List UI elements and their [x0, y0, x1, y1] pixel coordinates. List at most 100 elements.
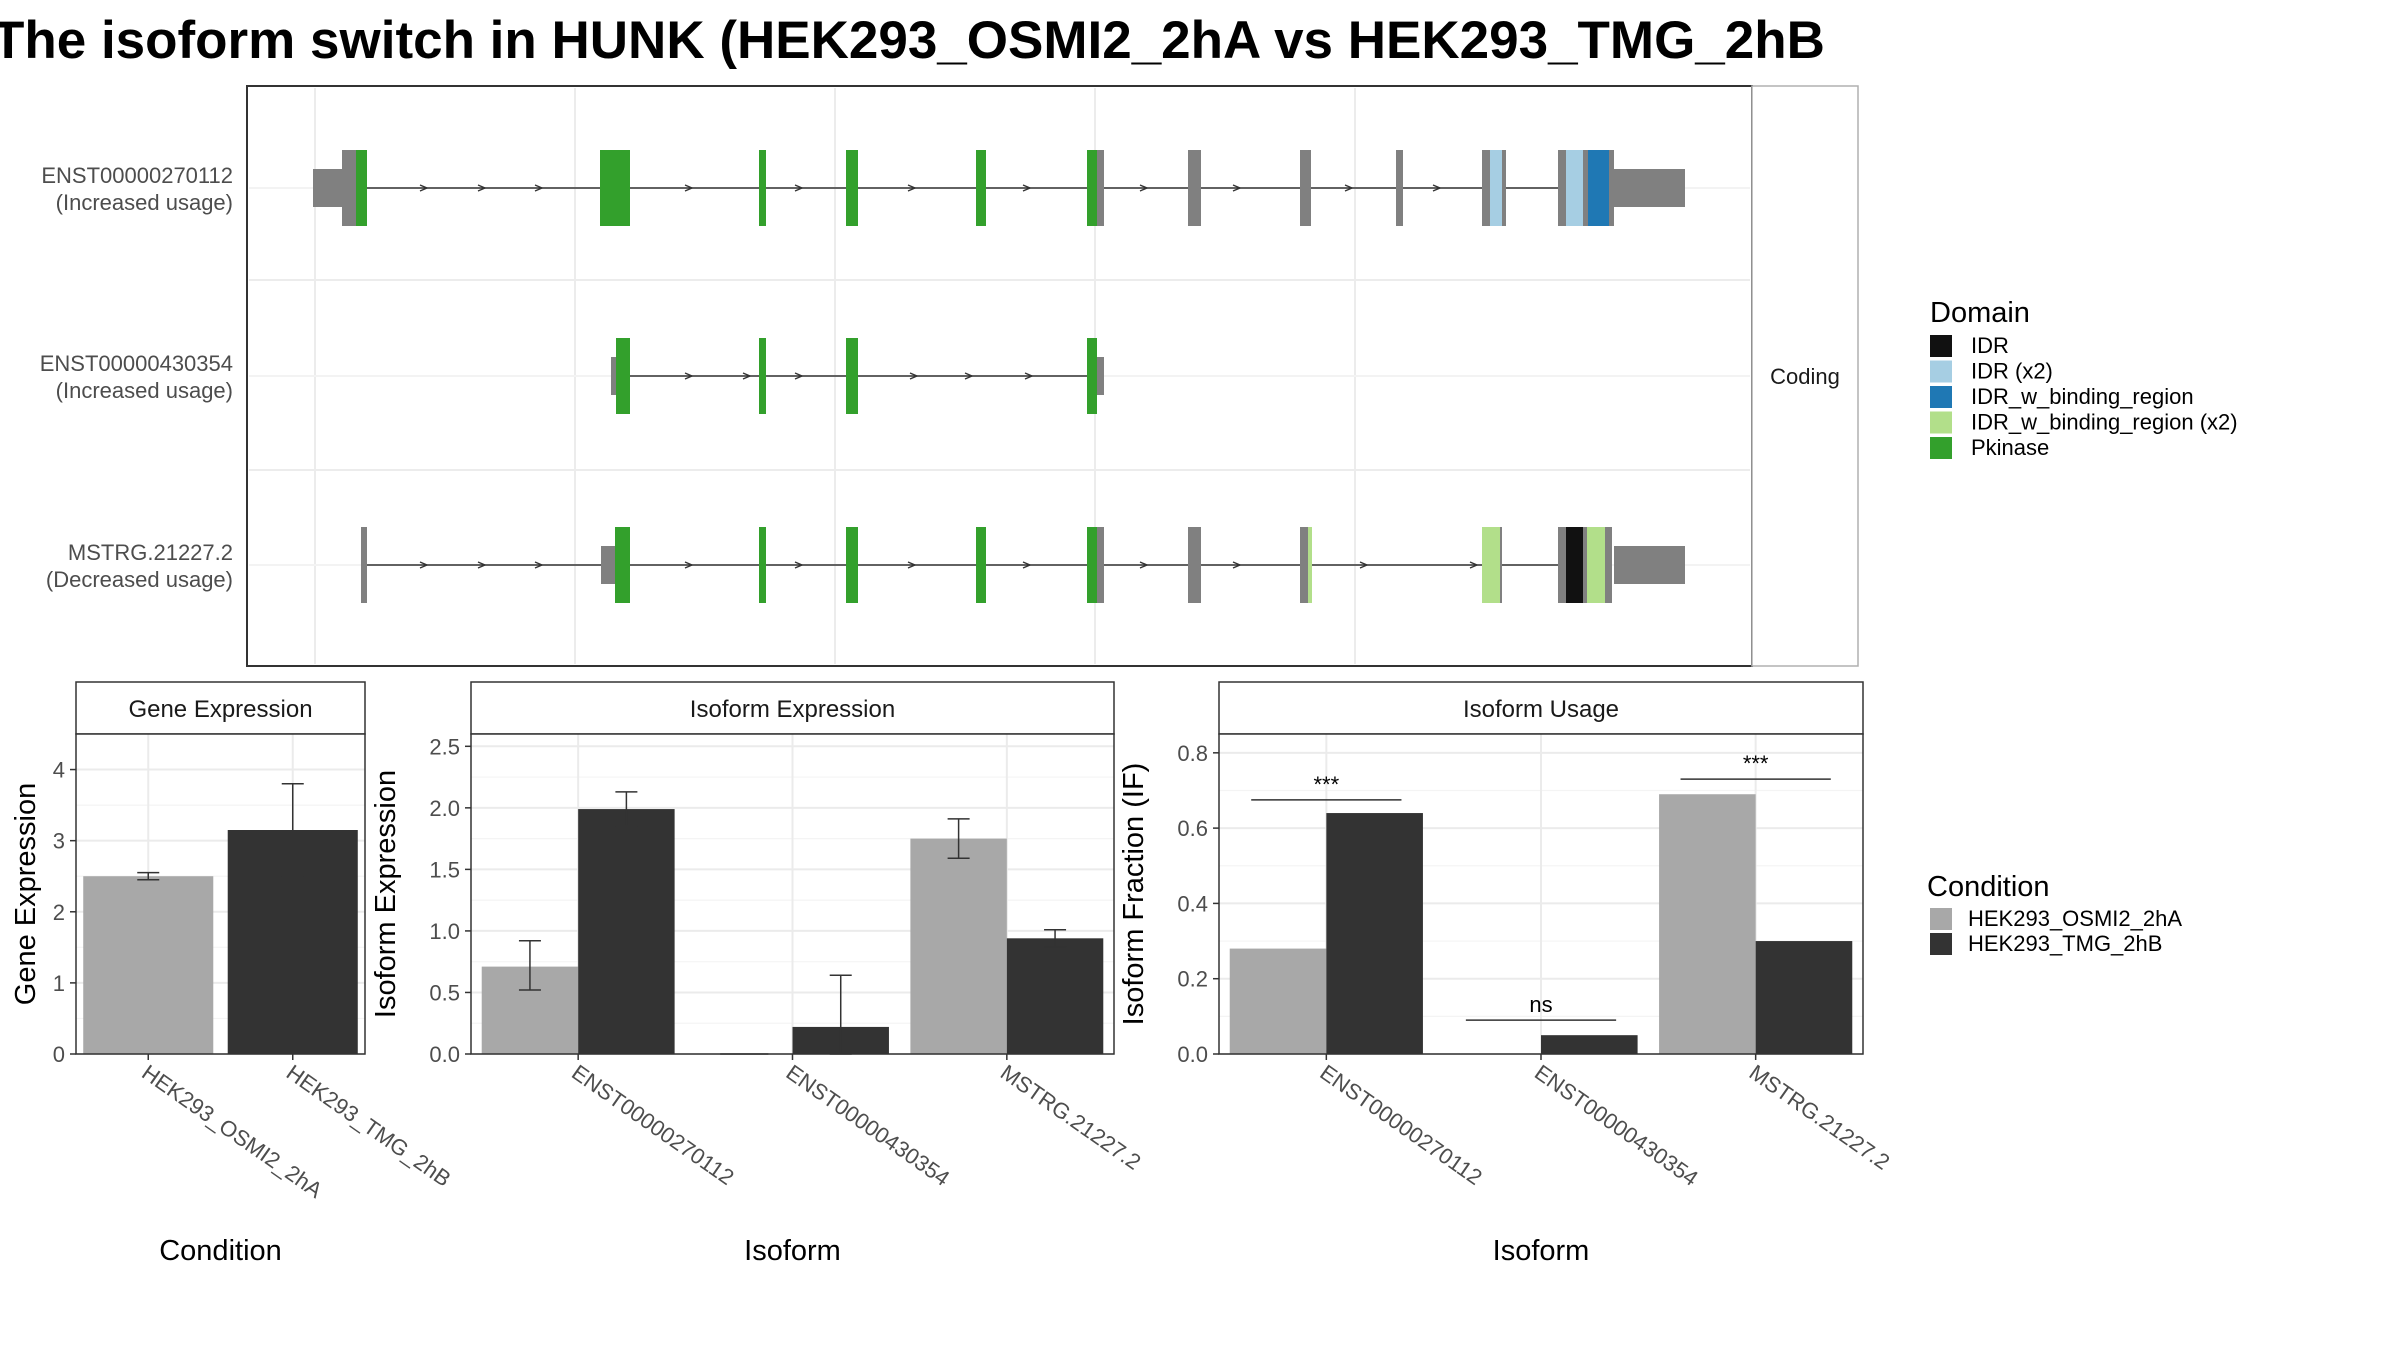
exon-block	[846, 150, 858, 226]
y-tick-label: 2.0	[429, 796, 460, 821]
y-tick-label: 4	[53, 758, 65, 783]
domain-legend-label: Pkinase	[1971, 435, 2049, 460]
isoform-usage-label: (Decreased usage)	[46, 567, 233, 592]
panel-title-strip	[1218, 681, 1864, 735]
x-tick-label: MSTRG.21227.2	[996, 1060, 1146, 1175]
isoform-id-label: ENST00000270112	[41, 163, 233, 188]
domain-legend-label: IDR (x2)	[1971, 359, 2053, 384]
exon-block	[1614, 546, 1685, 584]
intron-direction-arrow	[534, 561, 544, 569]
y-tick-label: 0.4	[1177, 891, 1208, 916]
data-bar	[1755, 941, 1853, 1054]
intron-direction-arrow	[794, 372, 804, 380]
exon-block	[1605, 527, 1612, 603]
intron-direction-arrow	[1022, 184, 1032, 192]
exon-block	[361, 527, 367, 603]
x-tick-label: ENST00000270112	[567, 1060, 738, 1190]
y-axis-title: Isoform Expression	[370, 770, 402, 1018]
exon-block	[1482, 527, 1500, 603]
exon-block	[759, 150, 766, 226]
exon-block	[1300, 150, 1311, 226]
exon-block	[1097, 357, 1104, 395]
exon-block	[356, 150, 367, 226]
exon-block	[1188, 150, 1201, 226]
intron-direction-arrow	[477, 184, 487, 192]
y-tick-label: 3	[53, 829, 65, 854]
panel-title-strip	[75, 681, 366, 735]
intron-direction-arrow	[1232, 561, 1242, 569]
intron-direction-arrow	[1139, 184, 1149, 192]
x-axis-title: Isoform	[1493, 1235, 1590, 1267]
exon-block	[1566, 150, 1583, 226]
exon-block	[1087, 338, 1097, 414]
intron-direction-arrow	[534, 184, 544, 192]
data-bar	[578, 809, 675, 1054]
exon-block	[1097, 150, 1104, 226]
data-bar	[83, 876, 214, 1054]
intron-direction-arrow	[794, 184, 804, 192]
data-bar	[910, 838, 1007, 1054]
exon-block	[846, 527, 858, 603]
chart-panel-2: Isoform Usage *** ns *** 0.0 0.2 0.4 0.6 0.8 ENST…	[1118, 681, 1895, 1267]
y-tick-label: 0.6	[1177, 816, 1208, 841]
significance-label: ns	[1529, 992, 1552, 1017]
facet-strip	[1751, 85, 1859, 667]
exon-block	[1502, 150, 1506, 226]
x-tick-label: ENST00000430354	[782, 1060, 955, 1191]
exon-block	[976, 527, 986, 603]
isoform-structure-panel: Coding ENST00000270112(Increased usage)E…	[40, 85, 1859, 667]
y-tick-label: 0.0	[1177, 1042, 1208, 1067]
exon-block	[1087, 150, 1097, 226]
intron-direction-arrow	[419, 561, 429, 569]
data-bar	[1229, 948, 1327, 1054]
intron-direction-arrow	[1232, 184, 1242, 192]
y-tick-label: 2.5	[429, 734, 460, 759]
condition-legend-label: HEK293_OSMI2_2hA	[1968, 906, 2182, 931]
panel-border	[75, 733, 366, 1055]
domain-legend-swatch	[1930, 335, 1952, 357]
exon-block	[1097, 527, 1104, 603]
exon-block	[1188, 527, 1201, 603]
intron-direction-arrow	[907, 184, 917, 192]
exon-block	[1558, 150, 1566, 226]
exon-block	[611, 357, 616, 395]
data-bar	[1006, 938, 1104, 1054]
intron-direction-arrow	[1024, 372, 1034, 380]
significance-label: ***	[1313, 772, 1339, 797]
exon-block	[1308, 527, 1312, 603]
intron-direction-arrow	[477, 561, 487, 569]
panel-title-strip	[470, 681, 1115, 735]
x-axis-title: Condition	[159, 1235, 282, 1267]
condition-legend-swatch	[1930, 933, 1952, 955]
y-tick-label: 0.0	[429, 1042, 460, 1067]
exon-block	[1583, 150, 1588, 226]
y-tick-label: 0.2	[1177, 967, 1208, 992]
exon-block	[1609, 150, 1614, 226]
x-tick-label: ENST00000270112	[1315, 1060, 1486, 1190]
intron-direction-arrow	[964, 372, 974, 380]
intron-direction-arrow	[1022, 561, 1032, 569]
y-tick-label: 0.8	[1177, 741, 1208, 766]
x-tick-label: ENST00000430354	[1530, 1060, 1703, 1191]
isoform-usage-label: (Increased usage)	[56, 378, 233, 403]
y-axis-title: Isoform Fraction (IF)	[1118, 763, 1150, 1026]
exon-block	[342, 150, 356, 226]
domain-legend-swatch	[1930, 360, 1952, 383]
panel-title: Gene Expression	[128, 696, 312, 723]
exon-block	[1566, 527, 1583, 603]
data-bar	[1659, 794, 1756, 1054]
domain-legend-label: IDR_w_binding_region (x2)	[1971, 410, 2238, 435]
exon-block	[976, 150, 986, 226]
x-axis-title: Isoform	[744, 1235, 841, 1267]
intron-direction-arrow	[684, 372, 694, 380]
exon-block	[1396, 150, 1403, 226]
exon-block	[1587, 527, 1605, 603]
x-tick-label: MSTRG.21227.2	[1745, 1060, 1895, 1175]
exon-block	[1583, 527, 1587, 603]
y-tick-label: 1.0	[429, 919, 460, 944]
y-tick-label: 1	[53, 971, 65, 996]
y-tick-label: 1.5	[429, 857, 460, 882]
